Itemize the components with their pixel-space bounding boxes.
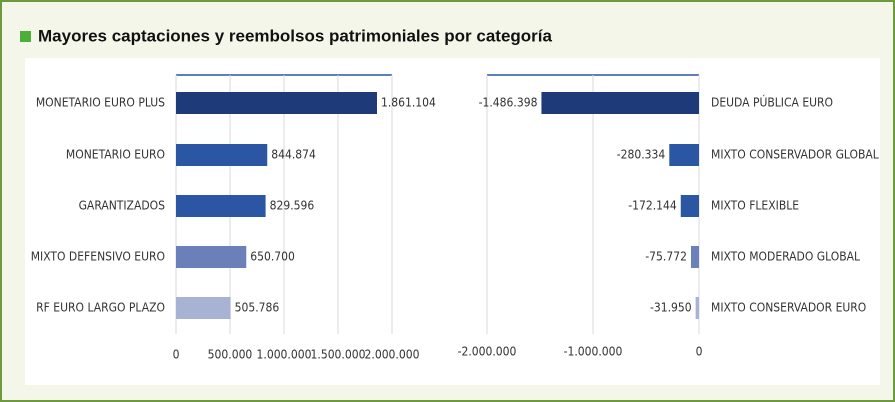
x-tick-label: -1.000.000 <box>564 345 623 359</box>
value-label: 844.874 <box>271 148 316 162</box>
bar <box>695 297 699 319</box>
panel <box>25 58 880 385</box>
category-label: GARANTIZADOS <box>79 199 166 213</box>
x-tick-label: 500.000 <box>208 348 253 362</box>
category-label: RF EURO LARGO PLAZO <box>36 301 165 315</box>
chart-title: Mayores captaciones y reembolsos patrimo… <box>38 26 553 45</box>
category-label: MONETARIO EURO <box>66 148 165 162</box>
category-label: MIXTO CONSERVADOR EURO <box>711 301 866 315</box>
bar <box>680 195 699 217</box>
bar <box>176 144 268 166</box>
x-tick-label: -2.000.000 <box>458 345 517 359</box>
title-marker <box>20 31 31 42</box>
bar <box>541 92 699 114</box>
value-label: 505.786 <box>235 301 280 315</box>
bar <box>176 246 247 268</box>
category-label: MONETARIO EURO PLUS <box>36 96 165 110</box>
value-label: 1.861.104 <box>381 96 436 110</box>
x-tick-label: 0 <box>173 348 180 362</box>
value-label: -31.950 <box>650 301 692 315</box>
value-label: -280.334 <box>617 148 666 162</box>
category-label: MIXTO FLEXIBLE <box>711 199 799 213</box>
value-label: -172.144 <box>628 199 677 213</box>
bar <box>669 144 699 166</box>
category-label: DEUDA PÚBLICA EURO <box>711 95 833 110</box>
value-label: 829.596 <box>270 199 315 213</box>
value-label: 650.700 <box>250 250 295 264</box>
category-label: MIXTO DEFENSIVO EURO <box>31 250 165 264</box>
bar <box>176 92 377 114</box>
category-label: MIXTO CONSERVADOR GLOBAL <box>711 148 879 162</box>
bar <box>176 195 266 217</box>
x-tick-label: 2.000.000 <box>365 348 420 362</box>
bar <box>176 297 231 319</box>
value-label: -1.486.398 <box>479 96 538 110</box>
x-tick-label: 1.500.000 <box>311 348 366 362</box>
value-label: -75.772 <box>645 250 687 264</box>
bar <box>690 246 699 268</box>
x-tick-label: 0 <box>696 345 703 359</box>
category-label: MIXTO MODERADO GLOBAL <box>711 250 860 264</box>
x-tick-label: 1.000.000 <box>257 348 312 362</box>
